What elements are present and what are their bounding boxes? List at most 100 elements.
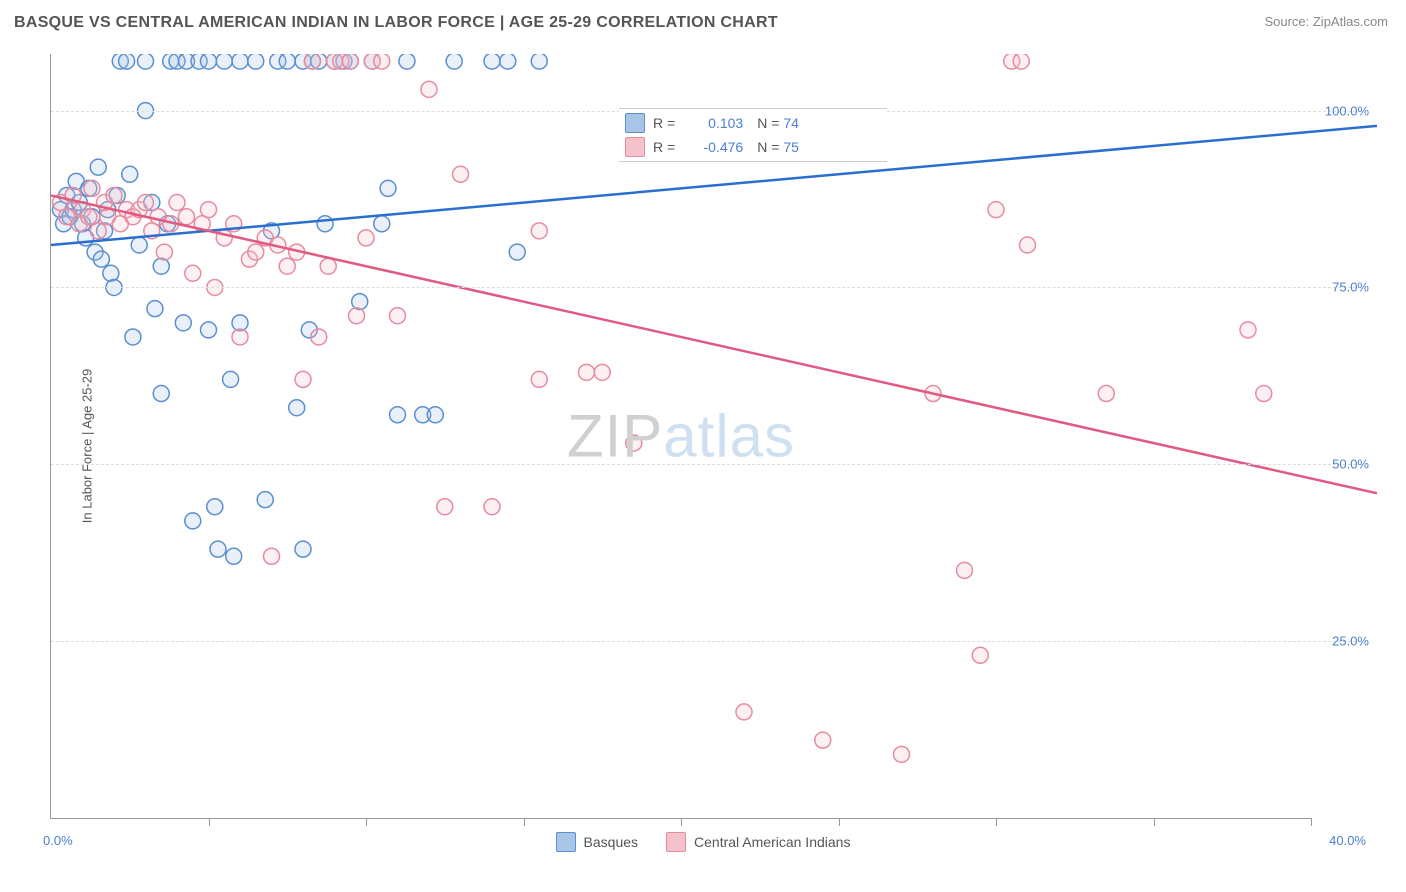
scatter-point — [352, 294, 368, 310]
scatter-point — [311, 329, 327, 345]
trend-line — [51, 195, 1377, 493]
scatter-point — [317, 216, 333, 232]
scatter-point — [185, 265, 201, 281]
scatter-point — [138, 54, 154, 69]
scatter-point — [358, 230, 374, 246]
scatter-point — [531, 223, 547, 239]
scatter-point — [201, 54, 217, 69]
legend-stats-row-0: R = 0.103 N = 74 — [619, 111, 887, 135]
chart-title: BASQUE VS CENTRAL AMERICAN INDIAN IN LAB… — [14, 14, 778, 32]
scatter-point — [320, 258, 336, 274]
scatter-point — [84, 180, 100, 196]
scatter-point — [106, 187, 122, 203]
scatter-point — [295, 371, 311, 387]
gridline — [51, 287, 1361, 288]
scatter-point — [349, 308, 365, 324]
scatter-point — [90, 159, 106, 175]
scatter-point — [390, 308, 406, 324]
legend-bottom-item-0: Basques — [556, 832, 638, 852]
scatter-point — [81, 209, 97, 225]
y-tick-label: 25.0% — [1314, 634, 1369, 649]
scatter-point — [210, 541, 226, 557]
scatter-point — [1013, 54, 1029, 69]
scatter-point — [295, 541, 311, 557]
scatter-point — [90, 223, 106, 239]
scatter-point — [509, 244, 525, 260]
scatter-point — [201, 202, 217, 218]
scatter-point — [594, 364, 610, 380]
scatter-point — [453, 166, 469, 182]
scatter-point — [342, 54, 358, 69]
plot-svg — [51, 54, 1377, 818]
scatter-point — [122, 166, 138, 182]
scatter-point — [125, 329, 141, 345]
scatter-point — [1098, 386, 1114, 402]
legend-bottom: Basques Central American Indians — [0, 832, 1406, 852]
scatter-point — [257, 492, 273, 508]
scatter-point — [957, 562, 973, 578]
scatter-point — [207, 499, 223, 515]
scatter-point — [178, 209, 194, 225]
scatter-point — [437, 499, 453, 515]
scatter-point — [380, 180, 396, 196]
scatter-point — [216, 54, 232, 69]
scatter-point — [421, 81, 437, 97]
x-tick — [996, 818, 997, 826]
scatter-point — [175, 315, 191, 331]
scatter-point — [374, 216, 390, 232]
scatter-point — [201, 322, 217, 338]
scatter-point — [153, 386, 169, 402]
legend-stats: R = 0.103 N = 74 R = -0.476 N = 75 — [619, 108, 887, 162]
y-tick-label: 100.0% — [1314, 103, 1369, 118]
scatter-point — [169, 195, 185, 211]
scatter-point — [484, 499, 500, 515]
source-label: Source: ZipAtlas.com — [1264, 14, 1388, 29]
scatter-point — [374, 54, 390, 69]
scatter-point — [427, 407, 443, 423]
scatter-point — [484, 54, 500, 69]
legend-n-val-0: 74 — [783, 115, 799, 131]
scatter-point — [279, 258, 295, 274]
x-tick — [1154, 818, 1155, 826]
scatter-point — [131, 237, 147, 253]
scatter-point — [972, 647, 988, 663]
scatter-point — [232, 329, 248, 345]
legend-n-label: N = — [757, 139, 779, 155]
scatter-point — [531, 54, 547, 69]
legend-bottom-label-1: Central American Indians — [694, 834, 850, 850]
x-tick — [209, 818, 210, 826]
scatter-point — [626, 435, 642, 451]
scatter-point — [147, 301, 163, 317]
x-tick — [681, 818, 682, 826]
x-tick — [1311, 818, 1312, 826]
y-tick-label: 50.0% — [1314, 457, 1369, 472]
scatter-point — [153, 258, 169, 274]
scatter-point — [103, 265, 119, 281]
scatter-point — [399, 54, 415, 69]
scatter-point — [223, 371, 239, 387]
scatter-point — [894, 746, 910, 762]
x-tick — [524, 818, 525, 826]
plot-area: ZIPatlas R = 0.103 N = 74 R = -0.476 N =… — [50, 54, 1311, 819]
x-tick — [839, 818, 840, 826]
scatter-point — [815, 732, 831, 748]
scatter-point — [446, 54, 462, 69]
legend-r-val-1: -0.476 — [679, 139, 743, 155]
legend-swatch-0 — [625, 113, 645, 133]
legend-n-val-1: 75 — [783, 139, 799, 155]
scatter-point — [531, 371, 547, 387]
scatter-point — [156, 244, 172, 260]
scatter-point — [226, 548, 242, 564]
legend-r-label: R = — [653, 115, 675, 131]
legend-r-label: R = — [653, 139, 675, 155]
scatter-point — [1256, 386, 1272, 402]
scatter-point — [579, 364, 595, 380]
scatter-point — [289, 400, 305, 416]
legend-bottom-swatch-1 — [666, 832, 686, 852]
scatter-point — [500, 54, 516, 69]
scatter-point — [248, 54, 264, 69]
scatter-point — [279, 54, 295, 69]
chart-container: BASQUE VS CENTRAL AMERICAN INDIAN IN LAB… — [0, 0, 1406, 892]
scatter-point — [232, 54, 248, 69]
legend-r-val-0: 0.103 — [679, 115, 743, 131]
